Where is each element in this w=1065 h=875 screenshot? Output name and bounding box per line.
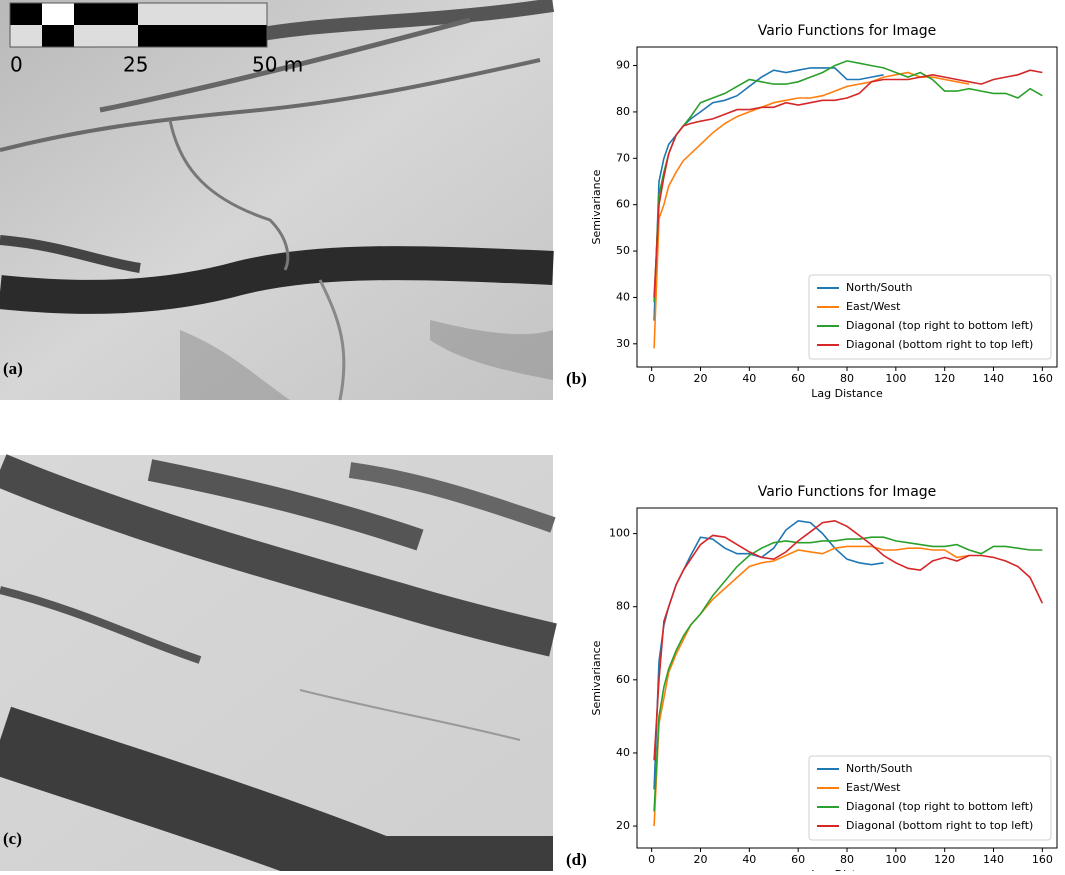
axes-frame bbox=[636, 507, 1058, 849]
image-c bbox=[0, 454, 557, 875]
x-tick-label: 140 bbox=[983, 372, 1004, 385]
x-tick-label: 160 bbox=[1032, 372, 1053, 385]
x-tick-label: 80 bbox=[840, 853, 854, 866]
y-tick-label: 40 bbox=[616, 746, 630, 759]
axes-frame bbox=[636, 46, 1058, 368]
series-line bbox=[653, 60, 1043, 303]
y-tick-label: 30 bbox=[616, 337, 630, 350]
series-line bbox=[653, 536, 1043, 812]
series-line bbox=[653, 71, 970, 349]
legend-box bbox=[808, 274, 1052, 360]
y-tick-label: 90 bbox=[616, 59, 630, 72]
series-line bbox=[653, 67, 884, 321]
series-line bbox=[653, 69, 1043, 298]
legend-label: East/West bbox=[846, 781, 901, 794]
y-axis-label: Semivariance bbox=[590, 169, 603, 244]
y-tick-label: 40 bbox=[616, 290, 630, 303]
x-tick-label: 20 bbox=[693, 372, 707, 385]
x-tick-label: 80 bbox=[840, 372, 854, 385]
x-tick-label: 100 bbox=[885, 853, 906, 866]
chart-title: Vario Functions for Image bbox=[758, 23, 937, 39]
y-tick-label: 50 bbox=[616, 244, 630, 257]
scale-label: 25 bbox=[123, 53, 148, 77]
legend-label: Diagonal (top right to bottom left) bbox=[846, 319, 1033, 332]
scale-label: 50 m bbox=[252, 53, 303, 77]
panel-label: (b) bbox=[566, 369, 587, 388]
series-line bbox=[653, 545, 970, 827]
x-tick-label: 140 bbox=[983, 853, 1004, 866]
x-axis-label: Lag Distance bbox=[811, 387, 883, 400]
y-tick-label: 80 bbox=[616, 600, 630, 613]
x-tick-label: 60 bbox=[791, 372, 805, 385]
series-line bbox=[653, 519, 1044, 761]
legend-label: Diagonal (top right to bottom left) bbox=[846, 800, 1033, 813]
chart-title: Vario Functions for Image bbox=[758, 484, 937, 500]
y-tick-label: 70 bbox=[616, 151, 630, 164]
x-tick-label: 40 bbox=[742, 853, 756, 866]
y-tick-label: 60 bbox=[616, 673, 630, 686]
x-tick-label: 100 bbox=[885, 372, 906, 385]
y-tick-label: 100 bbox=[609, 527, 630, 540]
x-tick-label: 40 bbox=[742, 372, 756, 385]
x-tick-label: 0 bbox=[648, 372, 655, 385]
y-tick-label: 60 bbox=[616, 198, 630, 211]
y-tick-label: 20 bbox=[616, 819, 630, 832]
x-tick-label: 120 bbox=[934, 853, 955, 866]
legend-label: East/West bbox=[846, 300, 901, 313]
y-axis-label: Semivariance bbox=[590, 640, 603, 715]
x-tick-label: 0 bbox=[648, 853, 655, 866]
x-tick-label: 20 bbox=[693, 853, 707, 866]
legend-label: Diagonal (bottom right to top left) bbox=[846, 819, 1033, 832]
x-tick-label: 160 bbox=[1032, 853, 1053, 866]
scale-label: 0 bbox=[10, 53, 23, 77]
legend-label: North/South bbox=[846, 281, 912, 294]
x-tick-label: 60 bbox=[791, 853, 805, 866]
panel-label: (d) bbox=[566, 850, 587, 869]
panel-label: (a) bbox=[3, 359, 23, 378]
legend-label: Diagonal (bottom right to top left) bbox=[846, 338, 1033, 351]
legend-label: North/South bbox=[846, 762, 912, 775]
legend-box bbox=[808, 755, 1052, 841]
x-tick-label: 120 bbox=[934, 372, 955, 385]
image-a bbox=[0, 0, 555, 401]
panel-label: (c) bbox=[3, 829, 22, 848]
y-tick-label: 80 bbox=[616, 105, 630, 118]
